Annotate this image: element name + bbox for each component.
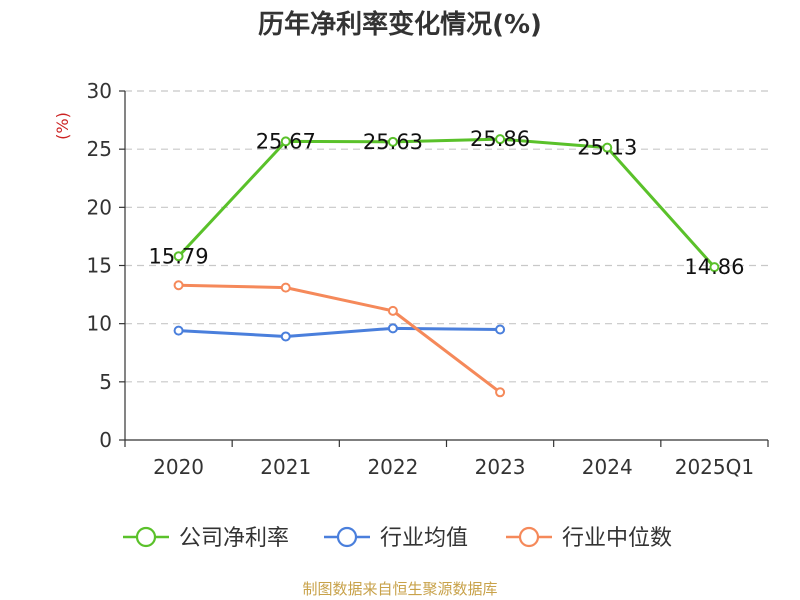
series-line-1 (178, 326, 501, 338)
axes: 0 5 10 15 20 25 30 2020 2021 2022 2023 2024 2025Q1 (87, 79, 769, 479)
data-point-2-2 (387, 305, 398, 316)
data-point-2-0 (173, 280, 184, 291)
legend-label-2: 行业中位数 (562, 526, 672, 551)
y-tick-label-30: 30 (87, 79, 112, 103)
legend[interactable]: 公司净利率 行业均值 行业中位数 (123, 526, 672, 551)
data-point-1-3 (495, 324, 506, 335)
data-point-0-4 (602, 142, 613, 153)
x-tick-label-2024: 2024 (582, 455, 633, 479)
y-axis-unit-label: (%) (53, 112, 72, 140)
legend-label-0: 公司净利率 (179, 526, 289, 551)
legend-item-1[interactable]: 行业均值 (324, 526, 468, 551)
data-label-0-2: 25.63 (363, 130, 423, 154)
y-tick-label-10: 10 (87, 312, 112, 336)
series-layer (173, 134, 720, 398)
chart-title: 历年净利率变化情况(%) (258, 10, 542, 40)
data-point-0-5 (709, 262, 720, 273)
data-label-0-1: 25.67 (256, 129, 316, 153)
x-tick-label-2020: 2020 (153, 455, 204, 479)
legend-item-0[interactable]: 公司净利率 (123, 526, 289, 551)
x-tick-label-2025Q1: 2025Q1 (675, 455, 754, 479)
x-tick-label-2022: 2022 (367, 455, 418, 479)
data-point-1-2 (387, 323, 398, 334)
data-point-0-3 (495, 134, 506, 145)
data-label-0-5: 14.86 (684, 255, 744, 279)
legend-marker-0 (135, 526, 157, 548)
legend-label-1: 行业均值 (380, 526, 468, 551)
y-tick-label-25: 25 (87, 137, 112, 161)
x-tick-label-2023: 2023 (475, 455, 526, 479)
y-tick-label-20: 20 (87, 195, 112, 219)
legend-marker-1 (336, 526, 358, 548)
data-label-0-0: 15.79 (149, 244, 209, 268)
series-line-2 (178, 283, 501, 394)
data-label-0-4: 25.13 (577, 136, 637, 160)
y-tick-label-5: 5 (99, 370, 112, 394)
grid-lines (125, 90, 768, 383)
data-point-1-1 (280, 331, 291, 342)
legend-item-2[interactable]: 行业中位数 (506, 526, 672, 551)
data-label-0-3: 25.86 (470, 127, 530, 151)
source-note: 制图数据来自恒生聚源数据库 (302, 580, 498, 598)
y-tick-label-15: 15 (87, 254, 112, 278)
data-point-0-2 (387, 136, 398, 147)
legend-marker-2 (518, 526, 540, 548)
data-point-1-0 (173, 325, 184, 336)
data-point-0-0 (173, 251, 184, 262)
series-line-0 (177, 137, 716, 269)
y-tick-label-0: 0 (99, 428, 112, 452)
data-point-2-3 (495, 387, 506, 398)
x-tick-label-2021: 2021 (260, 455, 311, 479)
data-labels: 15.79 25.67 25.63 25.86 25.13 14.86 (149, 127, 745, 279)
data-point-2-1 (280, 282, 291, 293)
data-point-0-1 (280, 136, 291, 147)
